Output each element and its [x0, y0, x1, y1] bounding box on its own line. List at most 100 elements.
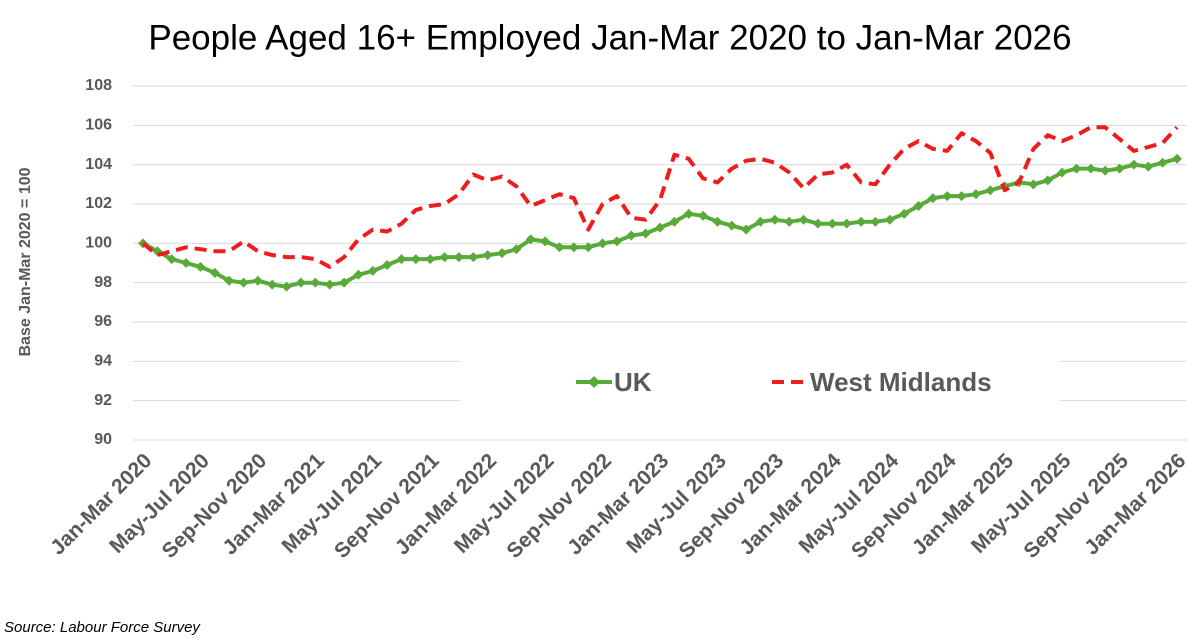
- marker: [252, 275, 263, 286]
- marker: [1172, 153, 1182, 164]
- marker: [726, 220, 737, 231]
- marker: [640, 228, 651, 239]
- x-tick-label: Jan-Mar 2020: [46, 449, 156, 559]
- marker: [425, 254, 436, 265]
- y-tick-label: 102: [85, 195, 112, 212]
- marker: [511, 244, 522, 255]
- marker: [970, 189, 981, 200]
- marker: [410, 254, 421, 265]
- marker: [1157, 157, 1168, 168]
- y-tick-label: 98: [94, 274, 112, 291]
- x-tick-label: May-Jul 2020: [105, 449, 214, 558]
- marker: [497, 248, 508, 259]
- marker: [554, 242, 565, 253]
- marker: [267, 279, 278, 290]
- marker: [655, 222, 665, 233]
- marker: [568, 242, 579, 253]
- marker: [453, 252, 464, 263]
- x-tick-label: May-Jul 2025: [967, 449, 1076, 558]
- marker: [769, 214, 780, 225]
- marker: [439, 252, 450, 263]
- marker: [755, 216, 766, 227]
- x-tick-label: Jan-Mar 2024: [735, 449, 846, 560]
- marker: [295, 277, 306, 288]
- marker: [784, 216, 795, 227]
- marker: [482, 250, 493, 261]
- marker: [611, 236, 622, 247]
- legend: UK West Midlands: [460, 352, 1060, 404]
- x-tick-label: May-Jul 2021: [278, 449, 387, 558]
- marker: [683, 208, 694, 219]
- marker: [540, 236, 551, 247]
- marker: [1085, 163, 1096, 174]
- marker: [927, 193, 938, 204]
- marker: [195, 261, 206, 272]
- x-tick-label: Sep-Nov 2020: [158, 449, 272, 563]
- x-tick-label: Jan-Mar 2025: [908, 449, 1019, 560]
- source-note: Source: Labour Force Survey: [4, 619, 201, 636]
- marker: [382, 259, 393, 270]
- x-tick-label: Jan-Mar 2022: [391, 449, 501, 559]
- marker: [396, 254, 407, 265]
- marker: [166, 254, 177, 265]
- y-tick-label: 96: [94, 313, 112, 330]
- marker: [841, 218, 852, 229]
- y-tick-label: 108: [85, 77, 112, 94]
- series-line: [141, 125, 1179, 269]
- marker: [224, 275, 235, 286]
- y-tick-label: 106: [85, 117, 112, 134]
- marker: [712, 216, 723, 227]
- marker: [899, 208, 910, 219]
- marker: [583, 242, 594, 253]
- marker: [985, 185, 996, 196]
- x-tick-label: May-Jul 2023: [622, 449, 731, 558]
- marker: [956, 191, 967, 202]
- marker: [238, 277, 249, 288]
- marker: [1100, 165, 1111, 176]
- marker: [827, 218, 838, 229]
- marker: [1057, 167, 1068, 178]
- marker: [856, 216, 867, 227]
- marker: [1071, 163, 1082, 174]
- legend-background: [460, 352, 1060, 404]
- marker: [812, 218, 823, 229]
- marker: [597, 238, 608, 249]
- y-tick-label: 104: [85, 156, 112, 173]
- marker: [1128, 159, 1139, 170]
- x-tick-label: Sep-Nov 2023: [675, 449, 789, 563]
- marker: [353, 269, 364, 280]
- y-axis-label: Base Jan-Mar 2020 = 100: [17, 167, 34, 356]
- marker: [1143, 161, 1154, 172]
- legend-label: West Midlands: [810, 367, 992, 397]
- marker: [339, 277, 350, 288]
- marker: [1028, 179, 1039, 190]
- x-tick-label: May-Jul 2024: [795, 449, 904, 558]
- x-tick-label: May-Jul 2022: [450, 449, 559, 558]
- marker: [310, 277, 321, 288]
- legend-marker: [588, 376, 600, 388]
- y-tick-label: 94: [94, 353, 112, 370]
- marker: [884, 214, 895, 225]
- marker: [367, 265, 378, 276]
- marker: [181, 258, 192, 268]
- marker: [870, 216, 881, 227]
- marker: [281, 281, 292, 292]
- y-tick-label: 92: [94, 392, 112, 409]
- chart-title: People Aged 16+ Employed Jan-Mar 2020 to…: [148, 18, 1071, 57]
- x-tick-label: Jan-Mar 2026: [1080, 449, 1187, 559]
- marker: [152, 246, 163, 257]
- marker: [324, 279, 335, 290]
- marker: [698, 210, 709, 221]
- marker: [1114, 163, 1125, 174]
- marker: [209, 267, 220, 278]
- marker: [1042, 175, 1053, 186]
- y-tick-label: 90: [94, 431, 112, 448]
- marker: [798, 214, 809, 225]
- marker: [468, 252, 479, 263]
- marker: [913, 200, 924, 211]
- x-tick-label: Sep-Nov 2022: [502, 449, 616, 563]
- marker: [669, 216, 680, 227]
- legend-label: UK: [614, 367, 652, 397]
- x-tick-label: Jan-Mar 2023: [563, 449, 673, 559]
- marker: [741, 224, 752, 235]
